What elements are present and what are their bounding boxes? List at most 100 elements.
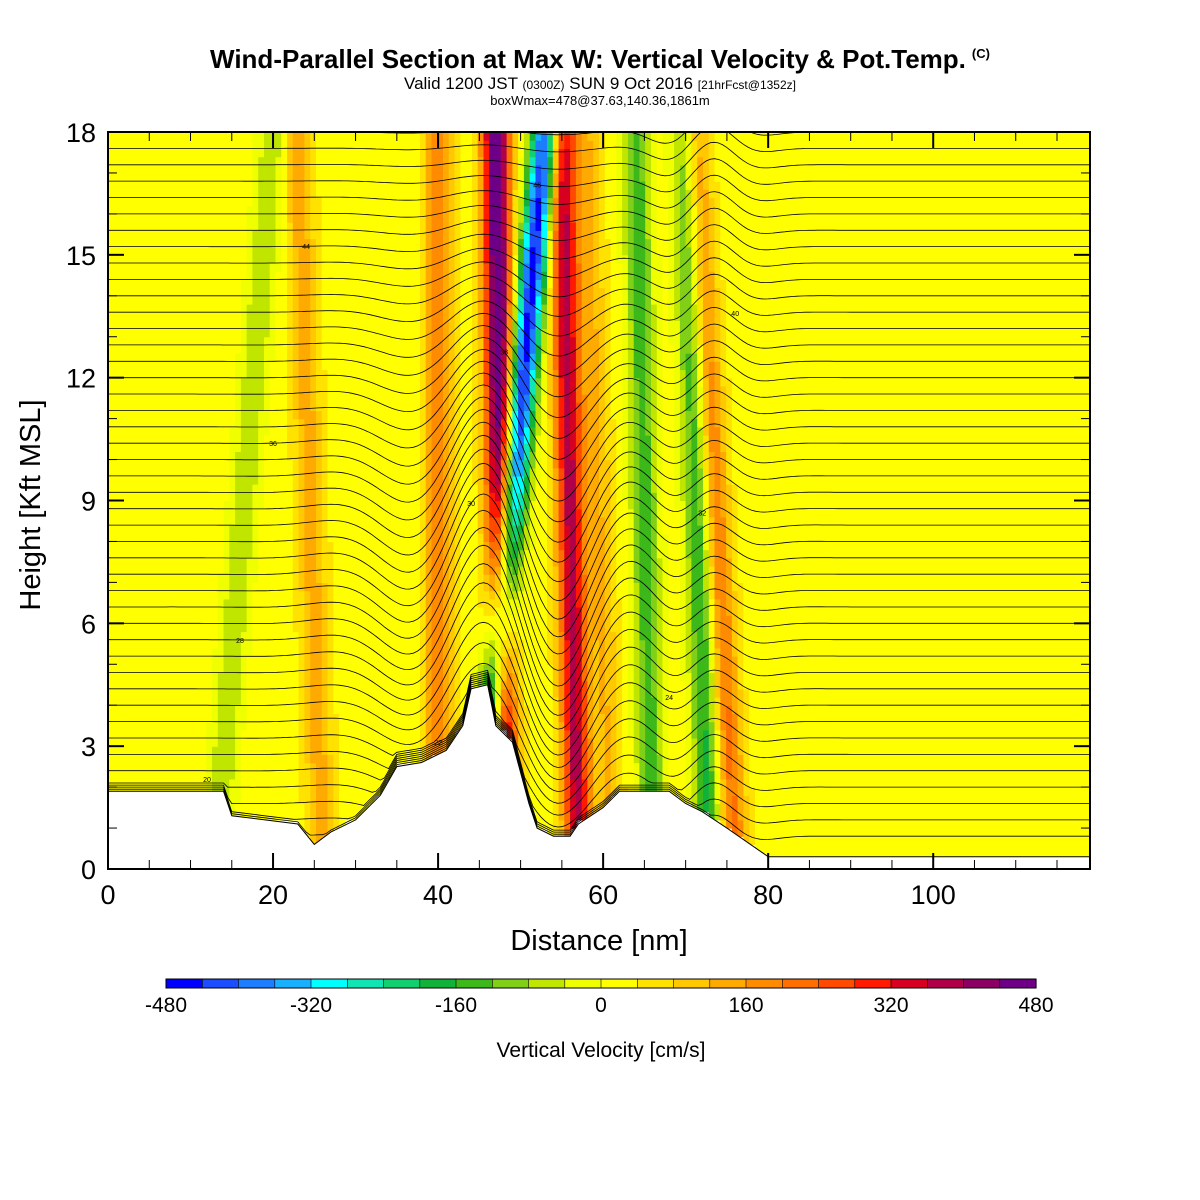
heatmap-cell [362, 574, 369, 583]
heatmap-cell [518, 598, 525, 608]
heatmap-cell [1026, 787, 1033, 796]
heatmap-cell [558, 697, 565, 706]
heatmap-cell [327, 754, 334, 764]
heatmap-cell [575, 778, 583, 788]
heatmap-cell [853, 607, 860, 616]
heatmap-cell [1061, 672, 1068, 682]
heatmap-cell [581, 672, 589, 682]
heatmap-cell [281, 598, 288, 608]
heatmap-cell [847, 746, 854, 755]
heatmap-cell [853, 688, 860, 698]
heatmap-cell [887, 770, 895, 780]
heatmap-cell [506, 721, 513, 731]
heatmap-cell [766, 672, 773, 682]
heatmap-cell [281, 811, 288, 821]
heatmap-cell [980, 607, 987, 616]
heatmap-cell [1003, 803, 1010, 813]
heatmap-cell [310, 795, 317, 805]
heatmap-cell [668, 647, 675, 657]
heatmap-cell [755, 697, 762, 706]
heatmap-cell [454, 639, 461, 649]
heatmap-cell [685, 647, 692, 657]
heatmap-cell [454, 721, 461, 731]
heatmap-cell [454, 688, 461, 698]
heatmap-cell [858, 623, 866, 633]
heatmap-cell [986, 819, 993, 829]
heatmap-cell [807, 639, 814, 649]
heatmap-cell [165, 713, 173, 723]
heatmap-cell [905, 803, 912, 813]
heatmap-cell [622, 762, 629, 772]
heatmap-cell [171, 639, 178, 649]
heatmap-cell [408, 631, 415, 641]
heatmap-cell [893, 762, 900, 772]
heatmap-cell [402, 590, 409, 600]
heatmap-cell [616, 746, 623, 755]
heatmap-cell [200, 664, 207, 674]
heatmap-cell [841, 729, 848, 739]
heatmap-cell [339, 721, 346, 731]
heatmap-cell [373, 607, 381, 616]
heatmap-cell [235, 738, 242, 747]
heatmap-cell [321, 746, 329, 755]
heatmap-cell [154, 697, 161, 706]
heatmap-cell [807, 607, 814, 616]
heatmap-cell [656, 729, 664, 739]
heatmap-cell [783, 631, 791, 641]
heatmap-cell [766, 697, 773, 706]
heatmap-cell [697, 582, 704, 592]
heatmap-cell [1032, 656, 1039, 665]
heatmap-cell [131, 713, 138, 723]
heatmap-cell [535, 762, 542, 772]
heatmap-cell [905, 795, 912, 805]
heatmap-cell [835, 803, 843, 813]
heatmap-cell [183, 664, 190, 674]
heatmap-cell [1038, 705, 1045, 714]
heatmap-cell [304, 647, 311, 657]
heatmap-cell [1032, 598, 1039, 608]
heatmap-cell [783, 590, 791, 600]
heatmap-cell [535, 582, 542, 592]
heatmap-cell [460, 688, 467, 698]
heatmap-cell [333, 770, 340, 780]
heatmap-cell [483, 647, 490, 657]
heatmap-cell [1032, 688, 1039, 698]
heatmap-cell [575, 582, 583, 592]
heatmap-cell [252, 680, 259, 690]
heatmap-cell [200, 590, 207, 600]
heatmap-cell [160, 574, 167, 583]
heatmap-cell [1009, 819, 1016, 829]
heatmap-cell [287, 811, 294, 821]
heatmap-cell [489, 598, 496, 608]
heatmap-cell [980, 631, 987, 641]
heatmap-cell [1014, 778, 1022, 788]
heatmap-cell [668, 615, 675, 624]
heatmap-cell [362, 729, 369, 739]
heatmap-cell [599, 697, 606, 706]
heatmap-cell [818, 631, 825, 641]
heatmap-cell [500, 713, 508, 723]
heatmap-cell [910, 721, 918, 731]
heatmap-cell [1043, 819, 1051, 829]
heatmap-cell [864, 664, 872, 674]
heatmap-cell [281, 738, 288, 747]
heatmap-cell [292, 582, 300, 592]
heatmap-cell [639, 754, 646, 764]
heatmap-cell [206, 639, 213, 649]
heatmap-cell [599, 770, 606, 780]
heatmap-cell [310, 836, 317, 845]
heatmap-cell [604, 656, 612, 665]
heatmap-cell [194, 729, 201, 739]
heatmap-cell [344, 787, 352, 796]
heatmap-cell [541, 811, 548, 821]
heatmap-cell [749, 836, 756, 845]
heatmap-cell [512, 688, 519, 698]
heatmap-cell [160, 705, 167, 714]
heatmap-cell [1066, 844, 1074, 854]
heatmap-cell [882, 828, 889, 837]
heatmap-cell [223, 705, 230, 714]
heatmap-cell [495, 672, 502, 682]
heatmap-cell [1026, 607, 1033, 616]
heatmap-cell [674, 656, 681, 665]
heatmap-cell [703, 729, 710, 739]
